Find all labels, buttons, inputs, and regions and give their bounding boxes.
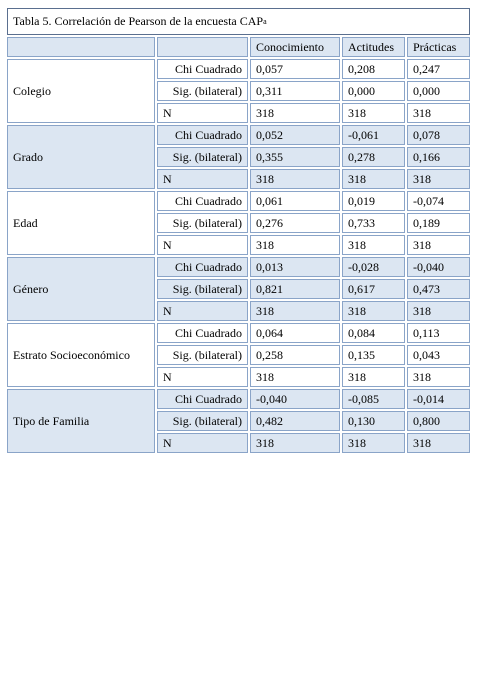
value-cell: 318 — [407, 103, 470, 123]
value-cell: 0,247 — [407, 59, 470, 79]
stat-label: Sig. (bilateral) — [157, 213, 248, 233]
table-title: Tabla 5. Correlación de Pearson de la en… — [7, 8, 470, 35]
value-cell: 318 — [250, 301, 340, 321]
stat-label: N — [157, 433, 248, 453]
value-cell: 318 — [407, 235, 470, 255]
value-cell: 0,000 — [407, 81, 470, 101]
stat-label: Chi Cuadrado — [157, 59, 248, 79]
group-label: Estrato Socioeconómico — [7, 323, 155, 387]
value-cell: 0,166 — [407, 147, 470, 167]
value-cell: 0,617 — [342, 279, 405, 299]
value-cell: 318 — [250, 433, 340, 453]
value-cell: 318 — [407, 301, 470, 321]
value-cell: 0,278 — [342, 147, 405, 167]
value-cell: 318 — [342, 235, 405, 255]
stat-label: Sig. (bilateral) — [157, 81, 248, 101]
value-cell: -0,014 — [407, 389, 470, 409]
value-cell: 0,019 — [342, 191, 405, 211]
stat-label: Chi Cuadrado — [157, 323, 248, 343]
value-cell: 0,130 — [342, 411, 405, 431]
value-cell: 318 — [342, 367, 405, 387]
value-cell: 0,057 — [250, 59, 340, 79]
stat-label: N — [157, 301, 248, 321]
value-cell: 0,189 — [407, 213, 470, 233]
value-cell: 318 — [342, 433, 405, 453]
value-cell: -0,040 — [407, 257, 470, 277]
value-cell: 0,311 — [250, 81, 340, 101]
stat-label: N — [157, 103, 248, 123]
value-cell: 0,355 — [250, 147, 340, 167]
group-label: Tipo de Familia — [7, 389, 155, 453]
header-blank — [7, 37, 155, 57]
value-cell: 0,276 — [250, 213, 340, 233]
title-text: Tabla 5. Correlación de Pearson de la en… — [13, 14, 264, 28]
stat-label: Sig. (bilateral) — [157, 345, 248, 365]
value-cell: 0,473 — [407, 279, 470, 299]
value-cell: 0,043 — [407, 345, 470, 365]
stat-label: Chi Cuadrado — [157, 257, 248, 277]
value-cell: 0,052 — [250, 125, 340, 145]
column-header: Conocimiento — [250, 37, 340, 57]
value-cell: 0,208 — [342, 59, 405, 79]
value-cell: 0,800 — [407, 411, 470, 431]
value-cell: -0,085 — [342, 389, 405, 409]
column-header: Actitudes — [342, 37, 405, 57]
stat-label: Sig. (bilateral) — [157, 411, 248, 431]
stat-label: Chi Cuadrado — [157, 191, 248, 211]
group-label: Colegio — [7, 59, 155, 123]
stat-label: N — [157, 235, 248, 255]
header-blank — [157, 37, 248, 57]
stat-label: N — [157, 367, 248, 387]
value-cell: 0,482 — [250, 411, 340, 431]
value-cell: 318 — [250, 235, 340, 255]
stat-label: N — [157, 169, 248, 189]
value-cell: 0,078 — [407, 125, 470, 145]
value-cell: 0,733 — [342, 213, 405, 233]
value-cell: 0,064 — [250, 323, 340, 343]
value-cell: 318 — [342, 103, 405, 123]
value-cell: 318 — [250, 367, 340, 387]
value-cell: 318 — [407, 367, 470, 387]
value-cell: -0,040 — [250, 389, 340, 409]
group-label: Edad — [7, 191, 155, 255]
value-cell: 318 — [250, 169, 340, 189]
value-cell: -0,074 — [407, 191, 470, 211]
value-cell: 318 — [250, 103, 340, 123]
value-cell: 0,084 — [342, 323, 405, 343]
value-cell: 318 — [342, 301, 405, 321]
stat-label: Chi Cuadrado — [157, 389, 248, 409]
column-header: Prácticas — [407, 37, 470, 57]
value-cell: -0,028 — [342, 257, 405, 277]
value-cell: 0,821 — [250, 279, 340, 299]
value-cell: 0,061 — [250, 191, 340, 211]
value-cell: 0,113 — [407, 323, 470, 343]
title-superscript: a — [263, 17, 267, 26]
stat-label: Sig. (bilateral) — [157, 279, 248, 299]
stat-label: Chi Cuadrado — [157, 125, 248, 145]
value-cell: 0,135 — [342, 345, 405, 365]
group-label: Género — [7, 257, 155, 321]
stat-label: Sig. (bilateral) — [157, 147, 248, 167]
value-cell: 318 — [407, 433, 470, 453]
value-cell: 0,000 — [342, 81, 405, 101]
value-cell: 318 — [407, 169, 470, 189]
group-label: Grado — [7, 125, 155, 189]
value-cell: -0,061 — [342, 125, 405, 145]
value-cell: 0,258 — [250, 345, 340, 365]
value-cell: 0,013 — [250, 257, 340, 277]
value-cell: 318 — [342, 169, 405, 189]
